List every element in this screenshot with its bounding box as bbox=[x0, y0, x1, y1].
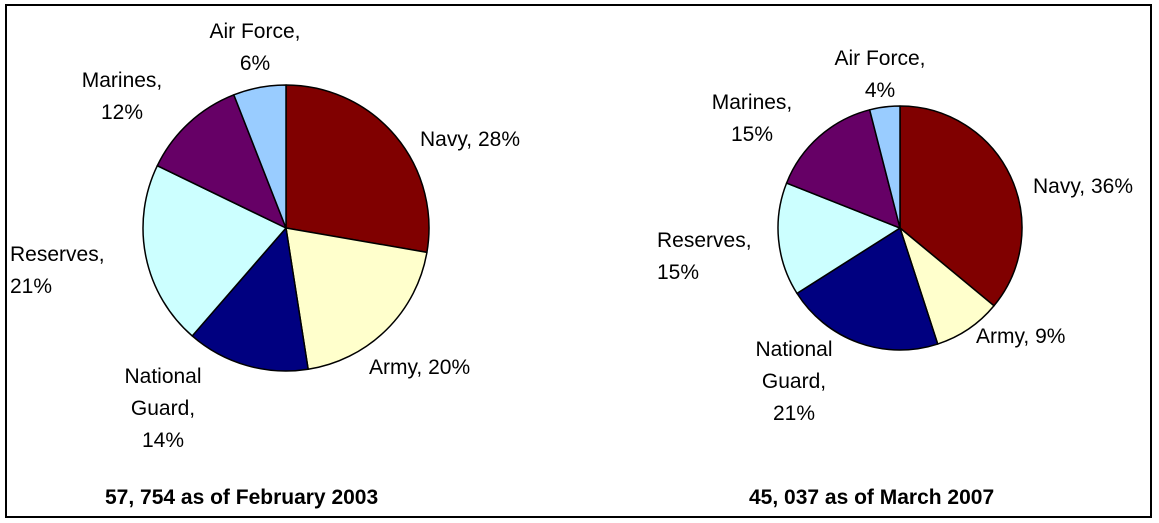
caption-2003: 57, 754 as of February 2003 bbox=[105, 486, 379, 509]
slice-label-line: 12% bbox=[101, 101, 143, 124]
pie-slice-national-guard bbox=[191, 227, 309, 372]
slice-label-national-guard: National Guard, 14% bbox=[124, 365, 201, 452]
slice-label-line: Marines, bbox=[82, 69, 163, 92]
slice-label-line: National bbox=[124, 365, 201, 388]
pie-chart-2003: Navy, 28% Army, 20% National Guard, 14% Reser… bbox=[10, 20, 520, 452]
slice-label-line: Navy, 36% bbox=[1033, 175, 1133, 198]
slice-label-navy: Navy, 36% bbox=[1033, 175, 1133, 198]
slice-label-line: 15% bbox=[731, 123, 773, 146]
pie-slice-reserves bbox=[142, 164, 287, 337]
slice-label-marines: Marines, 12% bbox=[82, 69, 163, 124]
slice-label-line: Guard, bbox=[762, 370, 826, 393]
pie-slice-navy bbox=[285, 84, 430, 254]
slice-label-air-force: Air Force, 6% bbox=[209, 20, 300, 75]
pie-slice-air-force bbox=[233, 84, 287, 229]
slice-label-line: Reserves, bbox=[657, 229, 752, 252]
pie-chart-2007: Navy, 36% Army, 9% National Guard, 21% Reserv… bbox=[657, 47, 1133, 425]
slice-label-line: Reserves, bbox=[10, 243, 105, 266]
slice-label-line: 15% bbox=[657, 261, 699, 284]
slice-label-line: Air Force, bbox=[209, 20, 300, 43]
pie-slice-national-guard bbox=[796, 227, 939, 351]
pie-slice-marines bbox=[156, 94, 287, 229]
caption-2007: 45, 037 as of March 2007 bbox=[749, 486, 995, 509]
slice-label-reserves: Reserves, 21% bbox=[10, 243, 105, 298]
slice-label-national-guard: National Guard, 21% bbox=[755, 338, 832, 425]
slice-label-line: Army, 9% bbox=[976, 325, 1065, 348]
slice-label-line: 4% bbox=[865, 79, 895, 102]
pie-slice-marines bbox=[785, 109, 901, 229]
slice-label-line: National bbox=[755, 338, 832, 361]
slice-label-reserves: Reserves, 15% bbox=[657, 229, 752, 284]
pie-slice-army bbox=[285, 227, 428, 371]
slice-label-line: Army, 20% bbox=[369, 356, 470, 379]
slice-label-marines: Marines, 15% bbox=[712, 91, 793, 146]
slice-label-line: 21% bbox=[773, 402, 815, 425]
slice-label-army: Army, 9% bbox=[976, 325, 1065, 348]
pie-slice-reserves bbox=[777, 182, 901, 295]
slice-label-line: 14% bbox=[142, 429, 184, 452]
pie-slice-air-force bbox=[868, 105, 901, 229]
slice-label-line: Guard, bbox=[131, 397, 195, 420]
slice-label-line: 21% bbox=[10, 275, 52, 298]
slice-label-navy: Navy, 28% bbox=[420, 128, 520, 151]
slice-label-line: Navy, 28% bbox=[420, 128, 520, 151]
slice-label-line: 6% bbox=[240, 52, 270, 75]
slice-label-army: Army, 20% bbox=[369, 356, 470, 379]
slice-label-line: Marines, bbox=[712, 91, 793, 114]
pie-slice-navy bbox=[899, 105, 1023, 307]
slice-label-line: Air Force, bbox=[834, 47, 925, 70]
slice-label-air-force: Air Force, 4% bbox=[834, 47, 925, 102]
